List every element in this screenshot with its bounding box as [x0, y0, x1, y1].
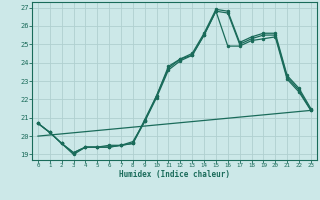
X-axis label: Humidex (Indice chaleur): Humidex (Indice chaleur)	[119, 170, 230, 179]
